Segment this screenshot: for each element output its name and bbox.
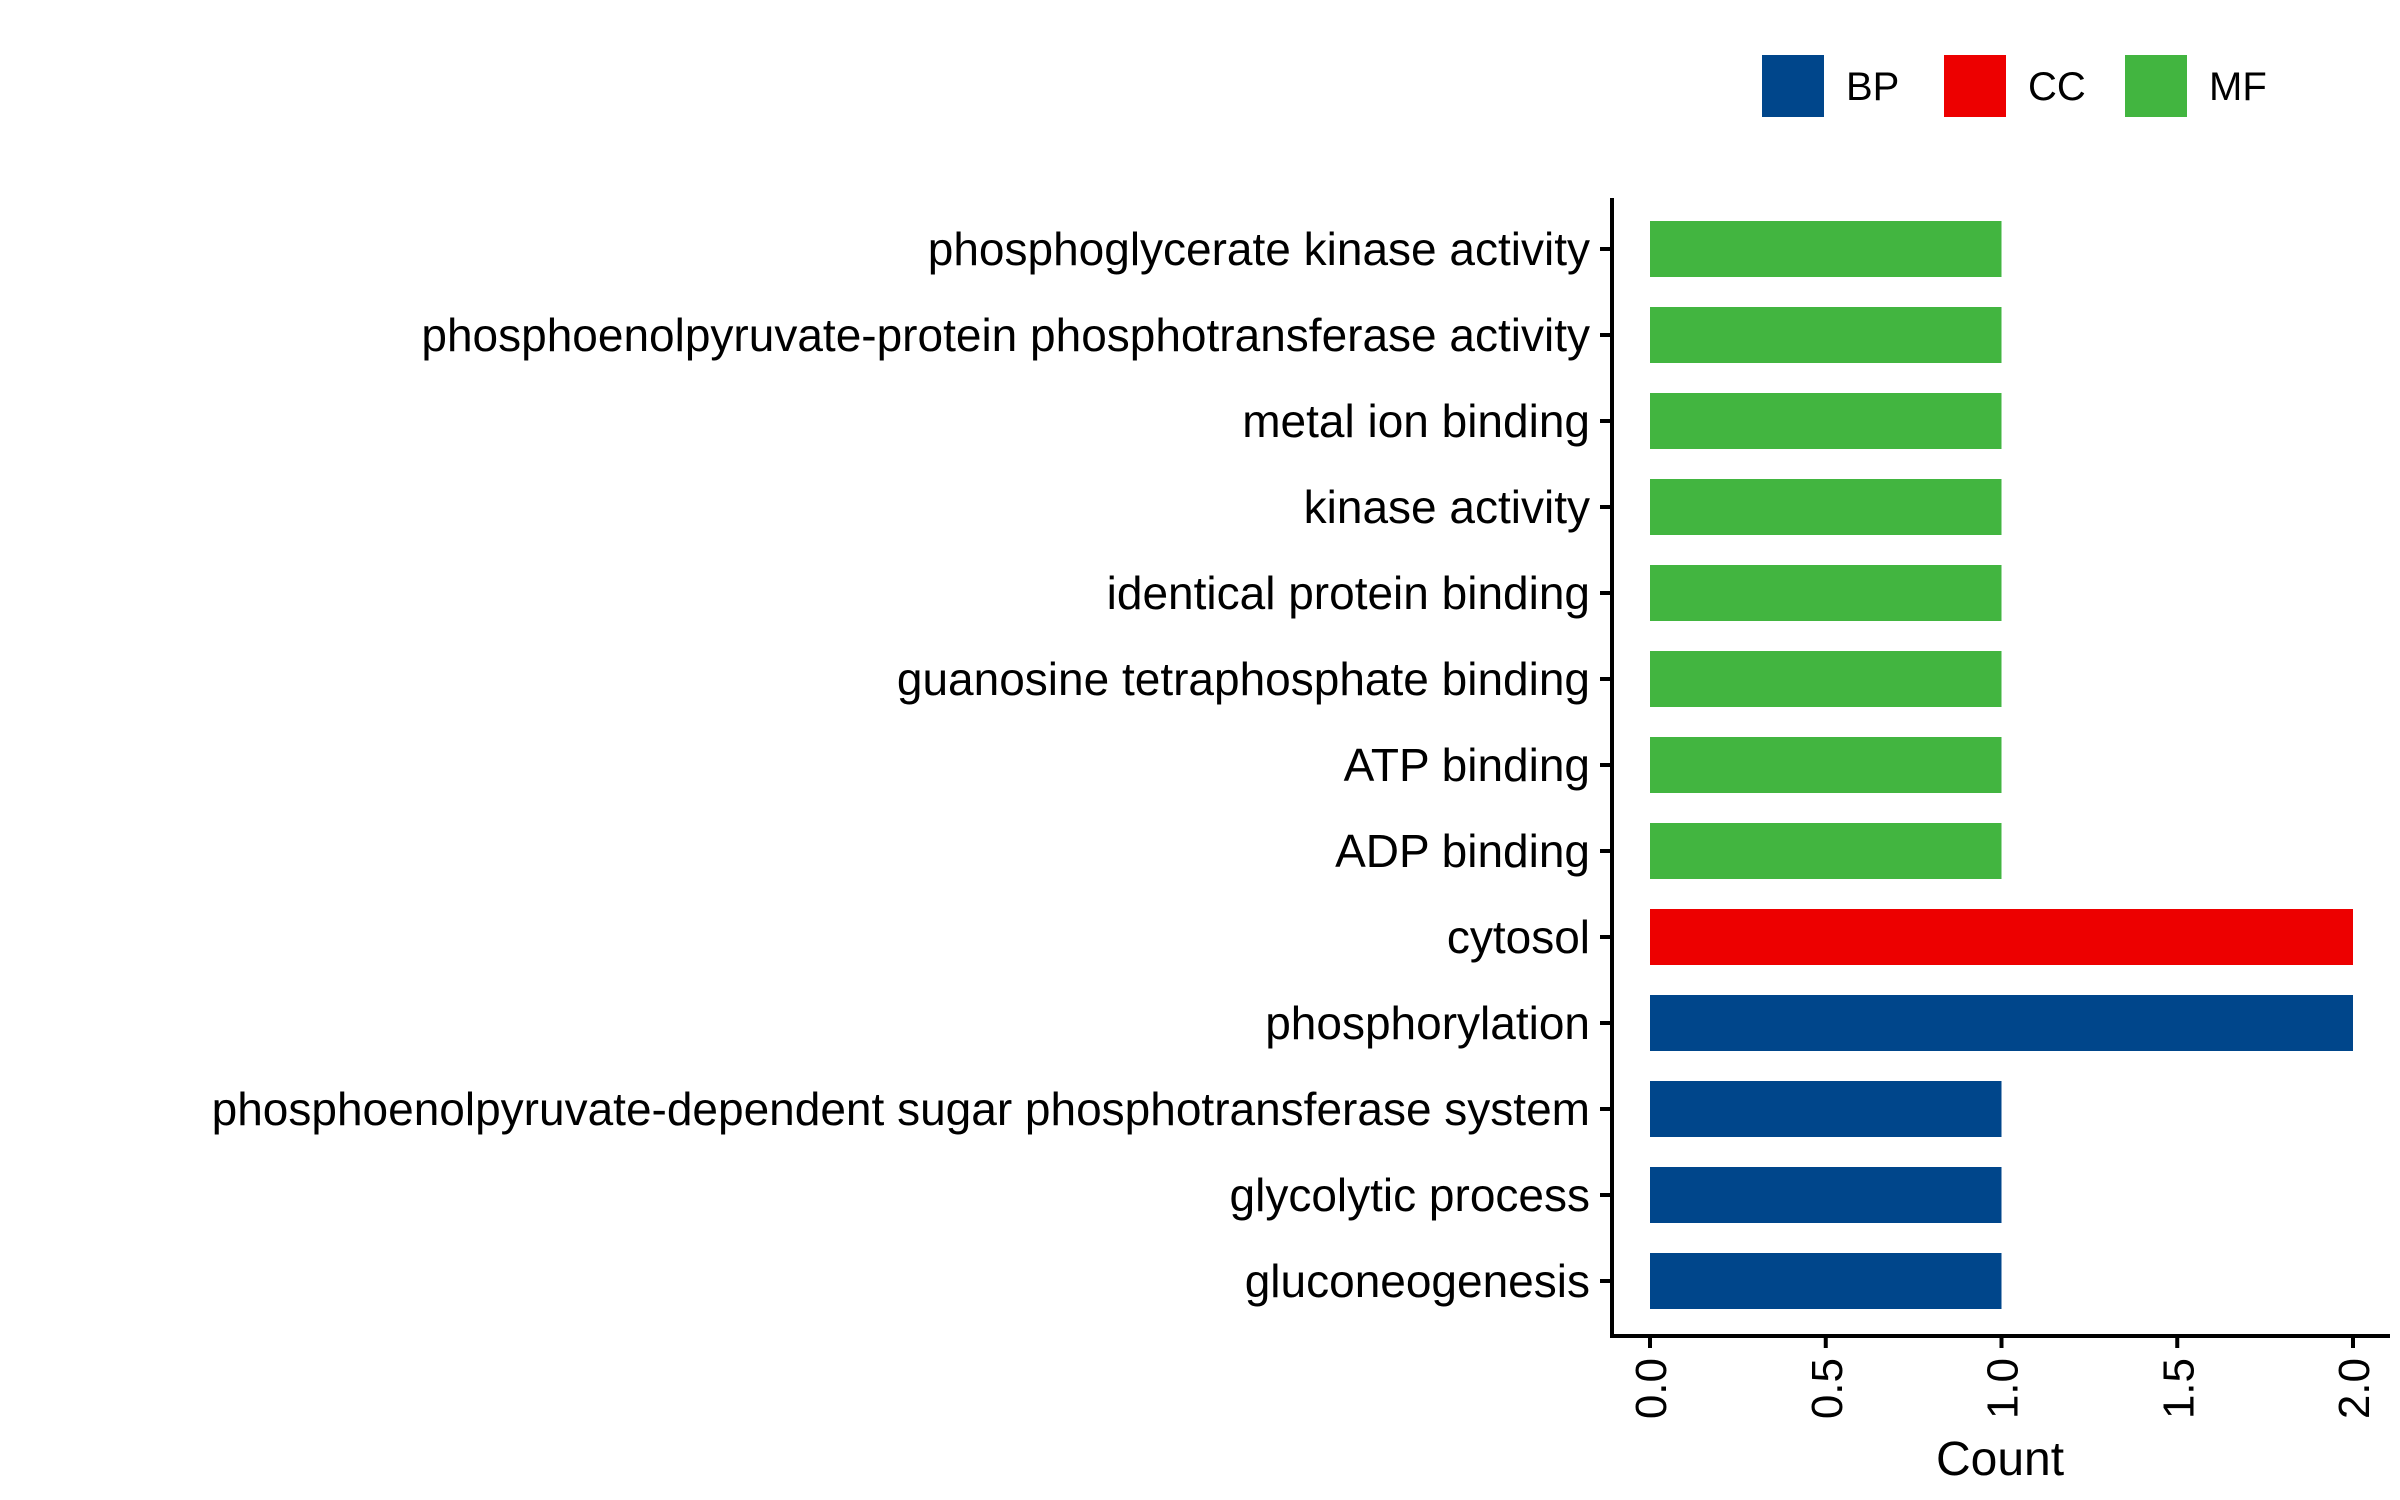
bar-2 — [1650, 307, 2002, 363]
x-tick-label: 0.0 — [1627, 1358, 1676, 1419]
category-label: phosphoenolpyruvate-dependent sugar phos… — [212, 1083, 1590, 1135]
bar-11 — [1650, 1081, 2002, 1137]
x-tick-label: 1.5 — [2154, 1358, 2203, 1419]
legend-swatch-bp — [1762, 55, 1824, 117]
bar-8 — [1650, 823, 2002, 879]
x-tick-label: 2.0 — [2330, 1358, 2379, 1419]
bar-6 — [1650, 651, 2002, 707]
legend: BP CC MF — [1762, 55, 2267, 117]
legend-label-cc: CC — [2028, 65, 2086, 109]
bar-1 — [1650, 221, 2002, 277]
category-label: phosphorylation — [1265, 997, 1590, 1049]
x-tick-label: 1.0 — [1979, 1358, 2028, 1419]
category-label: gluconeogenesis — [1245, 1255, 1590, 1307]
bar-10 — [1650, 995, 2353, 1051]
legend-label-mf: MF — [2209, 65, 2267, 109]
legend-label-bp: BP — [1846, 65, 1899, 109]
bar-12 — [1650, 1167, 2002, 1223]
x-axis-title: Count — [1936, 1433, 2064, 1486]
category-label: identical protein binding — [1107, 567, 1590, 619]
category-label: ATP binding — [1344, 739, 1590, 791]
bar-5 — [1650, 565, 2002, 621]
bar-4 — [1650, 479, 2002, 535]
bars — [1650, 221, 2353, 1309]
legend-swatch-mf — [2125, 55, 2187, 117]
category-label: guanosine tetraphosphate binding — [897, 653, 1590, 705]
category-label: cytosol — [1447, 911, 1590, 963]
category-label: phosphoenolpyruvate-protein phosphotrans… — [421, 309, 1590, 361]
category-label: ADP binding — [1335, 825, 1590, 877]
category-label: glycolytic process — [1230, 1169, 1590, 1221]
category-label: kinase activity — [1304, 481, 1590, 533]
x-axis: 0.0 0.5 1.0 1.5 2.0 — [1610, 1334, 2390, 1419]
x-tick-label: 0.5 — [1803, 1358, 1852, 1419]
bar-9 — [1650, 909, 2353, 965]
legend-swatch-cc — [1944, 55, 2006, 117]
bar-13 — [1650, 1253, 2002, 1309]
bar-7 — [1650, 737, 2002, 793]
category-label: metal ion binding — [1242, 395, 1590, 447]
y-axis: phosphoglycerate kinase activity phosphoe… — [212, 198, 1614, 1336]
category-label: phosphoglycerate kinase activity — [928, 223, 1590, 275]
bar-3 — [1650, 393, 2002, 449]
